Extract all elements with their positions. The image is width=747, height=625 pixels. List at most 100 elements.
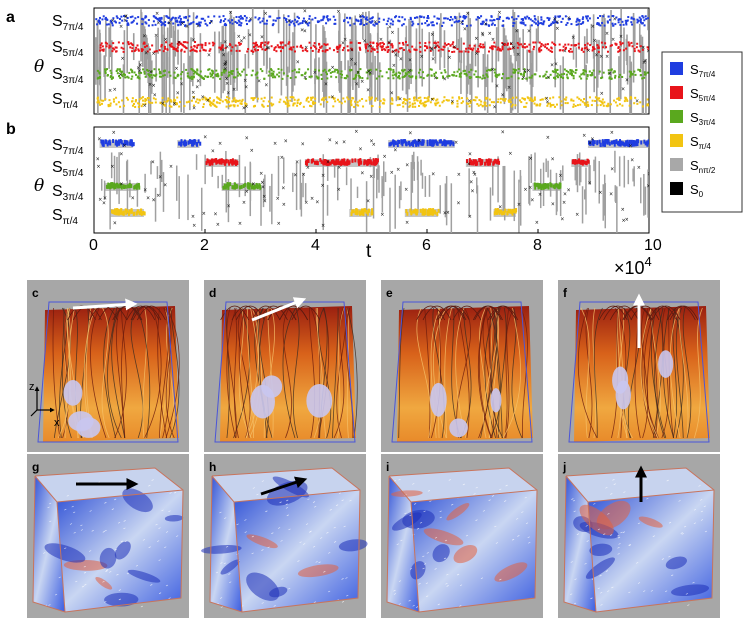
s0-mark: × (563, 192, 567, 198)
segment-point (368, 158, 371, 163)
segment-point (110, 182, 113, 187)
band-point (209, 103, 212, 106)
band-point (596, 16, 599, 19)
band-point (472, 98, 475, 101)
band-point (495, 73, 498, 76)
band-point (408, 101, 411, 104)
band-point (487, 68, 490, 71)
band-point (227, 75, 230, 78)
segment-point (225, 159, 228, 164)
band-point (201, 77, 204, 80)
band-point (119, 105, 122, 108)
band-point (565, 69, 568, 72)
band-point (133, 49, 136, 52)
segment-point (415, 142, 418, 147)
grey-stroke (486, 54, 489, 114)
band-point (542, 75, 545, 78)
band-point (547, 18, 550, 21)
streamline (238, 307, 250, 439)
s0-mark: × (119, 182, 123, 188)
band-point (411, 75, 414, 78)
band-point (296, 15, 299, 18)
s0-mark: × (511, 45, 515, 51)
s0-mark: × (260, 35, 264, 41)
band-point (99, 44, 102, 47)
band-point (234, 76, 237, 79)
band-point (194, 71, 197, 74)
s0-mark: × (244, 104, 248, 110)
band-point (278, 46, 281, 49)
grey-stroke (598, 161, 600, 204)
band-point (475, 75, 478, 78)
band-point (424, 22, 427, 25)
band-point (625, 98, 628, 101)
streamline (282, 307, 296, 439)
vector-tick (473, 493, 476, 495)
band-point (369, 68, 372, 71)
band-point (320, 77, 323, 80)
grey-stroke (535, 28, 538, 72)
band-point (511, 103, 514, 106)
band-point (433, 41, 436, 44)
band-point (607, 15, 610, 18)
band-point (194, 41, 197, 44)
segment-point (375, 158, 378, 163)
band-point (465, 74, 468, 77)
band-point (586, 101, 589, 104)
s0-mark: × (251, 181, 255, 187)
grey-stroke (147, 51, 150, 82)
band-point (369, 44, 372, 47)
band-point (428, 41, 431, 44)
band-point (350, 47, 353, 50)
band-point (402, 23, 405, 26)
band-point (340, 73, 343, 76)
vector-tick (643, 590, 646, 592)
band-point (225, 105, 228, 108)
band-point (454, 17, 457, 20)
s0-mark: × (153, 92, 157, 98)
s0-mark: × (495, 84, 499, 90)
band-point (152, 74, 155, 77)
segment-point (322, 161, 325, 166)
grey-stroke (522, 29, 524, 71)
band-point (159, 101, 162, 104)
band-point (480, 100, 483, 103)
s0-mark: × (250, 148, 254, 154)
band-point (390, 18, 393, 21)
segment-point (494, 208, 497, 213)
band-point (533, 15, 536, 18)
grey-stroke (400, 181, 402, 201)
band-point (376, 45, 379, 48)
s0-mark: × (321, 183, 325, 189)
s0-mark: × (331, 65, 335, 71)
plot-a-data: ×××××××××××××××××××××××××××××××××× ××××× ×… (95, 8, 649, 114)
band-point (430, 68, 433, 71)
band-point (582, 69, 585, 72)
vector-tick (422, 555, 425, 558)
band-point (278, 101, 281, 104)
band-point (607, 72, 610, 75)
streamline-loop (440, 305, 470, 321)
grey-stroke (161, 26, 163, 73)
vector-tick (158, 527, 161, 529)
band-point (536, 24, 539, 27)
band-point (587, 103, 590, 106)
band-point (523, 105, 526, 108)
segment-point (598, 139, 601, 144)
grey-stroke (408, 18, 410, 90)
vector-tick (666, 479, 669, 482)
band-point (468, 76, 471, 79)
band-point (115, 103, 118, 106)
band-point (475, 50, 478, 53)
band-point (174, 103, 177, 106)
streamline-loop (669, 305, 699, 321)
band-point (299, 101, 302, 104)
grey-stroke (238, 154, 241, 198)
band-point (391, 102, 394, 105)
band-point (134, 105, 137, 108)
band-point (580, 49, 583, 52)
streamline (444, 307, 453, 439)
grey-stroke (456, 16, 458, 50)
band-point (526, 45, 529, 48)
vector-tick (118, 598, 121, 601)
